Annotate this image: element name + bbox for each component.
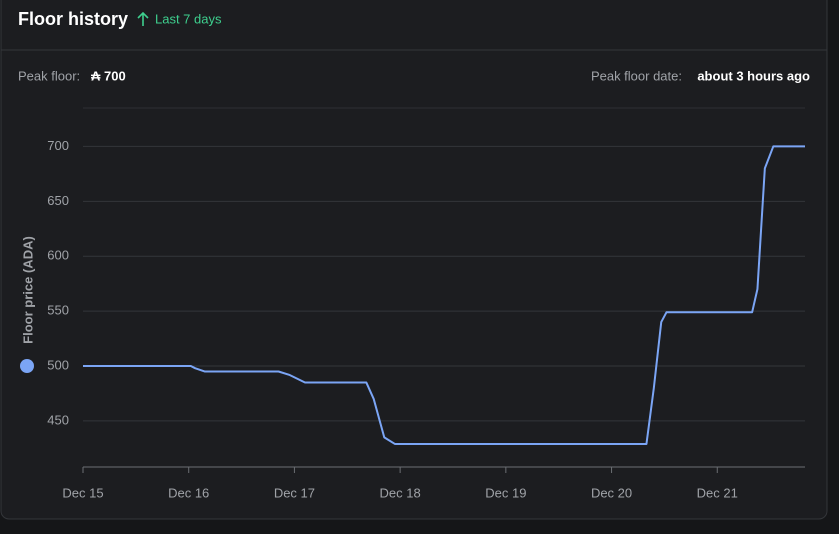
peak-date-value: about 3 hours ago bbox=[697, 68, 810, 83]
x-tick-label: Dec 20 bbox=[591, 485, 632, 500]
y-tick-label: 650 bbox=[47, 193, 69, 208]
x-tick-label: Dec 19 bbox=[485, 485, 526, 500]
legend-dot bbox=[20, 359, 34, 373]
y-axis-label: Floor price (ADA) bbox=[20, 236, 35, 344]
peak-floor-label: Peak floor: bbox=[18, 68, 80, 83]
peak-floor-value: ₳ 700 bbox=[91, 68, 126, 83]
x-tick-label: Dec 18 bbox=[380, 485, 421, 500]
up-arrow-icon bbox=[137, 11, 149, 26]
x-tick-label: Dec 16 bbox=[168, 485, 209, 500]
card-title: Floor history bbox=[18, 9, 128, 29]
peak-date-label: Peak floor date: bbox=[591, 68, 682, 83]
card-background bbox=[0, 0, 828, 520]
y-tick-label: 500 bbox=[47, 357, 69, 372]
y-tick-label: 450 bbox=[47, 412, 69, 427]
x-tick-label: Dec 15 bbox=[62, 485, 103, 500]
price-line bbox=[83, 145, 805, 445]
range-label[interactable]: Last 7 days bbox=[155, 11, 222, 26]
y-tick-label: 550 bbox=[47, 303, 69, 318]
x-tick-label: Dec 21 bbox=[697, 485, 738, 500]
y-tick-label: 700 bbox=[47, 138, 69, 153]
y-tick-label: 600 bbox=[47, 248, 69, 263]
x-tick-label: Dec 17 bbox=[274, 485, 315, 500]
